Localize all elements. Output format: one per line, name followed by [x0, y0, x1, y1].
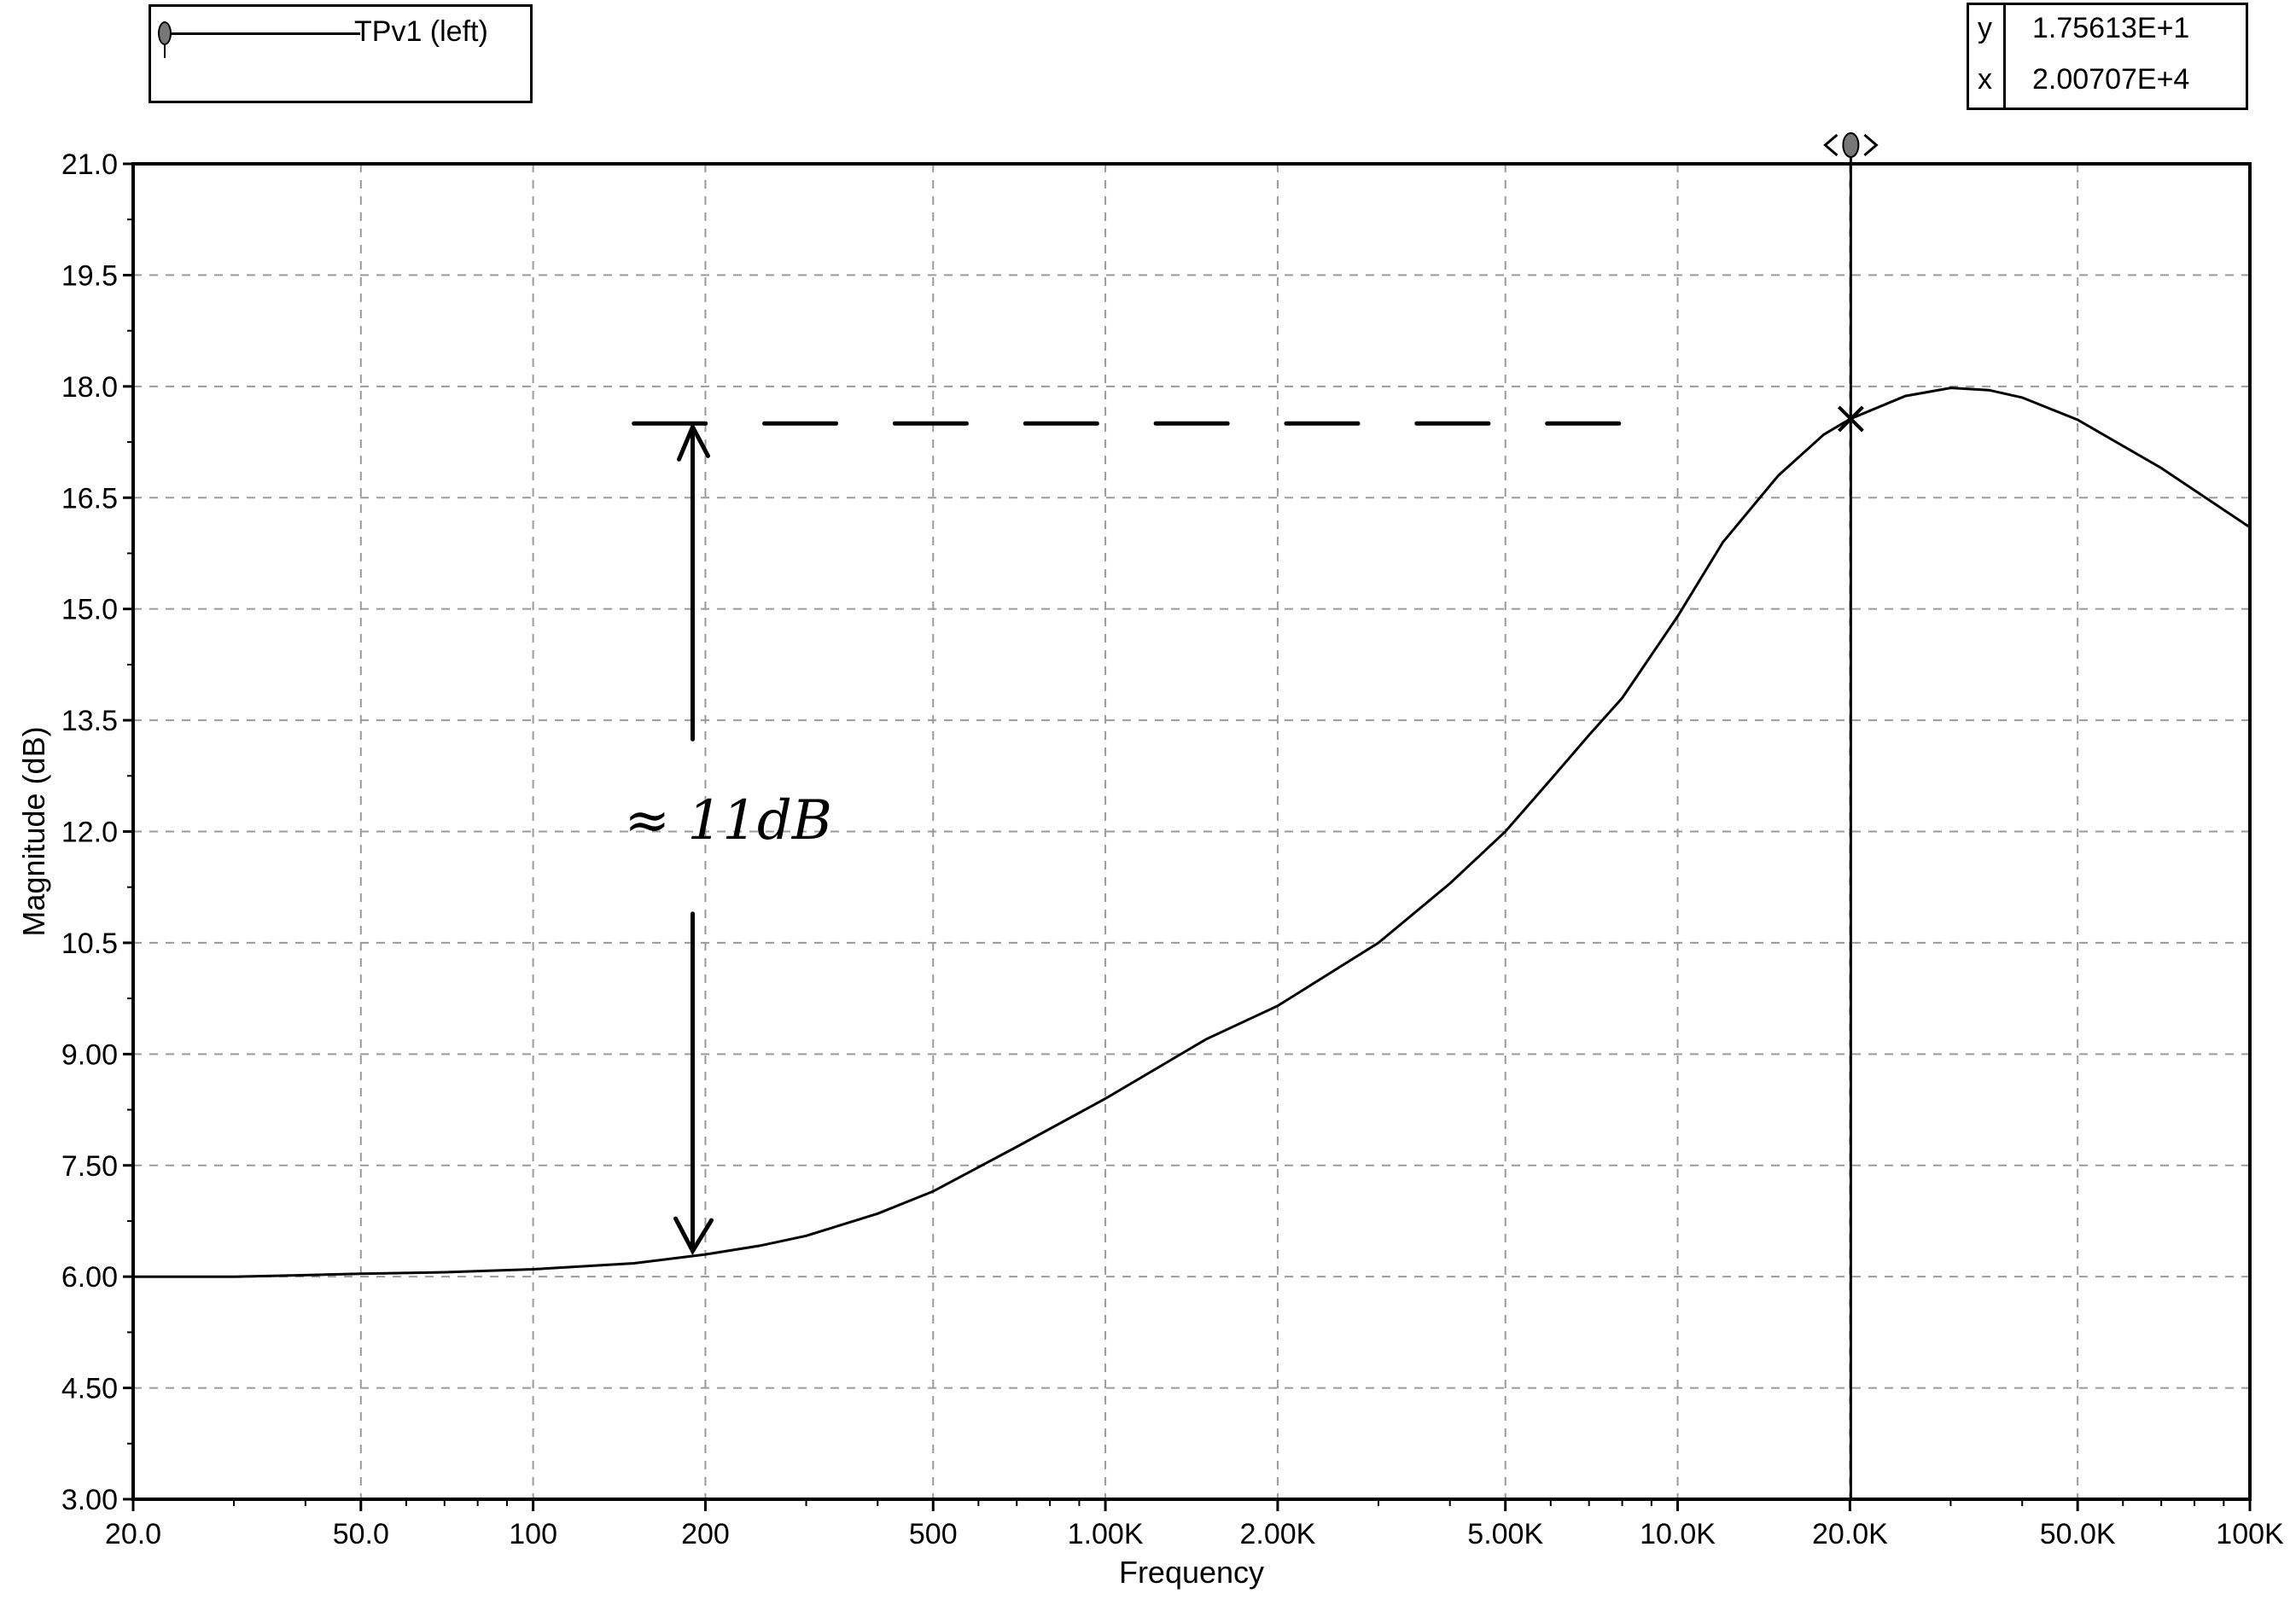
y-tick-label: 19.5: [61, 259, 118, 292]
y-tick-label: 13.5: [61, 705, 118, 737]
readout-x-value: 2.00707E+4: [2032, 63, 2190, 96]
span-bracket: [673, 422, 714, 1256]
y-tick-label: 18.0: [61, 371, 118, 404]
readout-row-y: y 1.75613E+1: [1969, 5, 2246, 56]
x-tick-label: 50.0: [333, 1518, 389, 1550]
x-axis-title: Frequency: [1119, 1555, 1264, 1590]
cursor-readout: y 1.75613E+1 x 2.00707E+4: [1967, 3, 2248, 110]
readout-x-key: x: [1978, 63, 1992, 96]
cursor-x-marker: [1837, 405, 1864, 433]
y-tick-label: 15.0: [61, 594, 118, 626]
x-tick-label: 200: [681, 1518, 730, 1550]
bracket-up-arrowhead: [677, 422, 711, 462]
y-axis-title: Magnitude (dB): [16, 726, 51, 936]
readout-row-x: x 2.00707E+4: [1969, 56, 2246, 108]
y-tick-label: 7.50: [61, 1150, 118, 1183]
x-tick-label: 100: [509, 1518, 557, 1550]
readout-y-key: y: [1978, 12, 1992, 44]
x-tick-label: 20.0: [105, 1518, 161, 1550]
y-tick-label: 16.5: [61, 482, 118, 515]
legend-marker-stem: [164, 44, 166, 58]
readout-divider: [2003, 5, 2006, 108]
x-tick-label: 10.0K: [1640, 1518, 1716, 1550]
x-tick-label: 5.00K: [1467, 1518, 1543, 1550]
series-line-tpv1: [133, 387, 2251, 1278]
cursor[interactable]: [1823, 132, 1879, 1499]
legend-series-line: [168, 32, 360, 35]
x-tick-label: 2.00K: [1239, 1518, 1315, 1550]
bracket-down-arrowhead: [673, 1216, 714, 1256]
y-tick-label: 4.50: [61, 1373, 118, 1405]
y-axis-ticks: 21.0 19.5 18.0 16.5 15.0 13.5 12.0 10.5 9.00 7.50…: [61, 148, 133, 1516]
grid: [133, 164, 2250, 1499]
y-tick-label: 10.5: [61, 928, 118, 960]
legend: TPv1 (left): [149, 4, 533, 103]
cursor-right-chevron-icon: [1863, 133, 1879, 157]
span-annotation: ≈ 11dB: [625, 789, 832, 852]
y-tick-label: 12.0: [61, 817, 118, 849]
cursor-left-chevron-icon: [1823, 133, 1839, 157]
y-tick-label: 3.00: [61, 1484, 118, 1516]
cursor-handle-icon: [1842, 132, 1860, 158]
y-tick-label: 21.0: [61, 148, 118, 181]
x-tick-label: 50.0K: [2040, 1518, 2116, 1550]
legend-label: TPv1 (left): [354, 15, 488, 48]
x-tick-label: 100K: [2216, 1518, 2284, 1550]
x-tick-label: 500: [909, 1518, 958, 1550]
y-tick-label: 6.00: [61, 1261, 118, 1294]
readout-y-value: 1.75613E+1: [2032, 12, 2190, 44]
y-tick-label: 9.00: [61, 1038, 118, 1071]
x-axis-ticks: 20.0 50.0 100 200 500 1.00K 2.00K 5.00K 10.0K 20.…: [105, 1499, 2284, 1550]
x-tick-label: 1.00K: [1068, 1518, 1144, 1550]
x-tick-label: 20.0K: [1812, 1518, 1888, 1550]
